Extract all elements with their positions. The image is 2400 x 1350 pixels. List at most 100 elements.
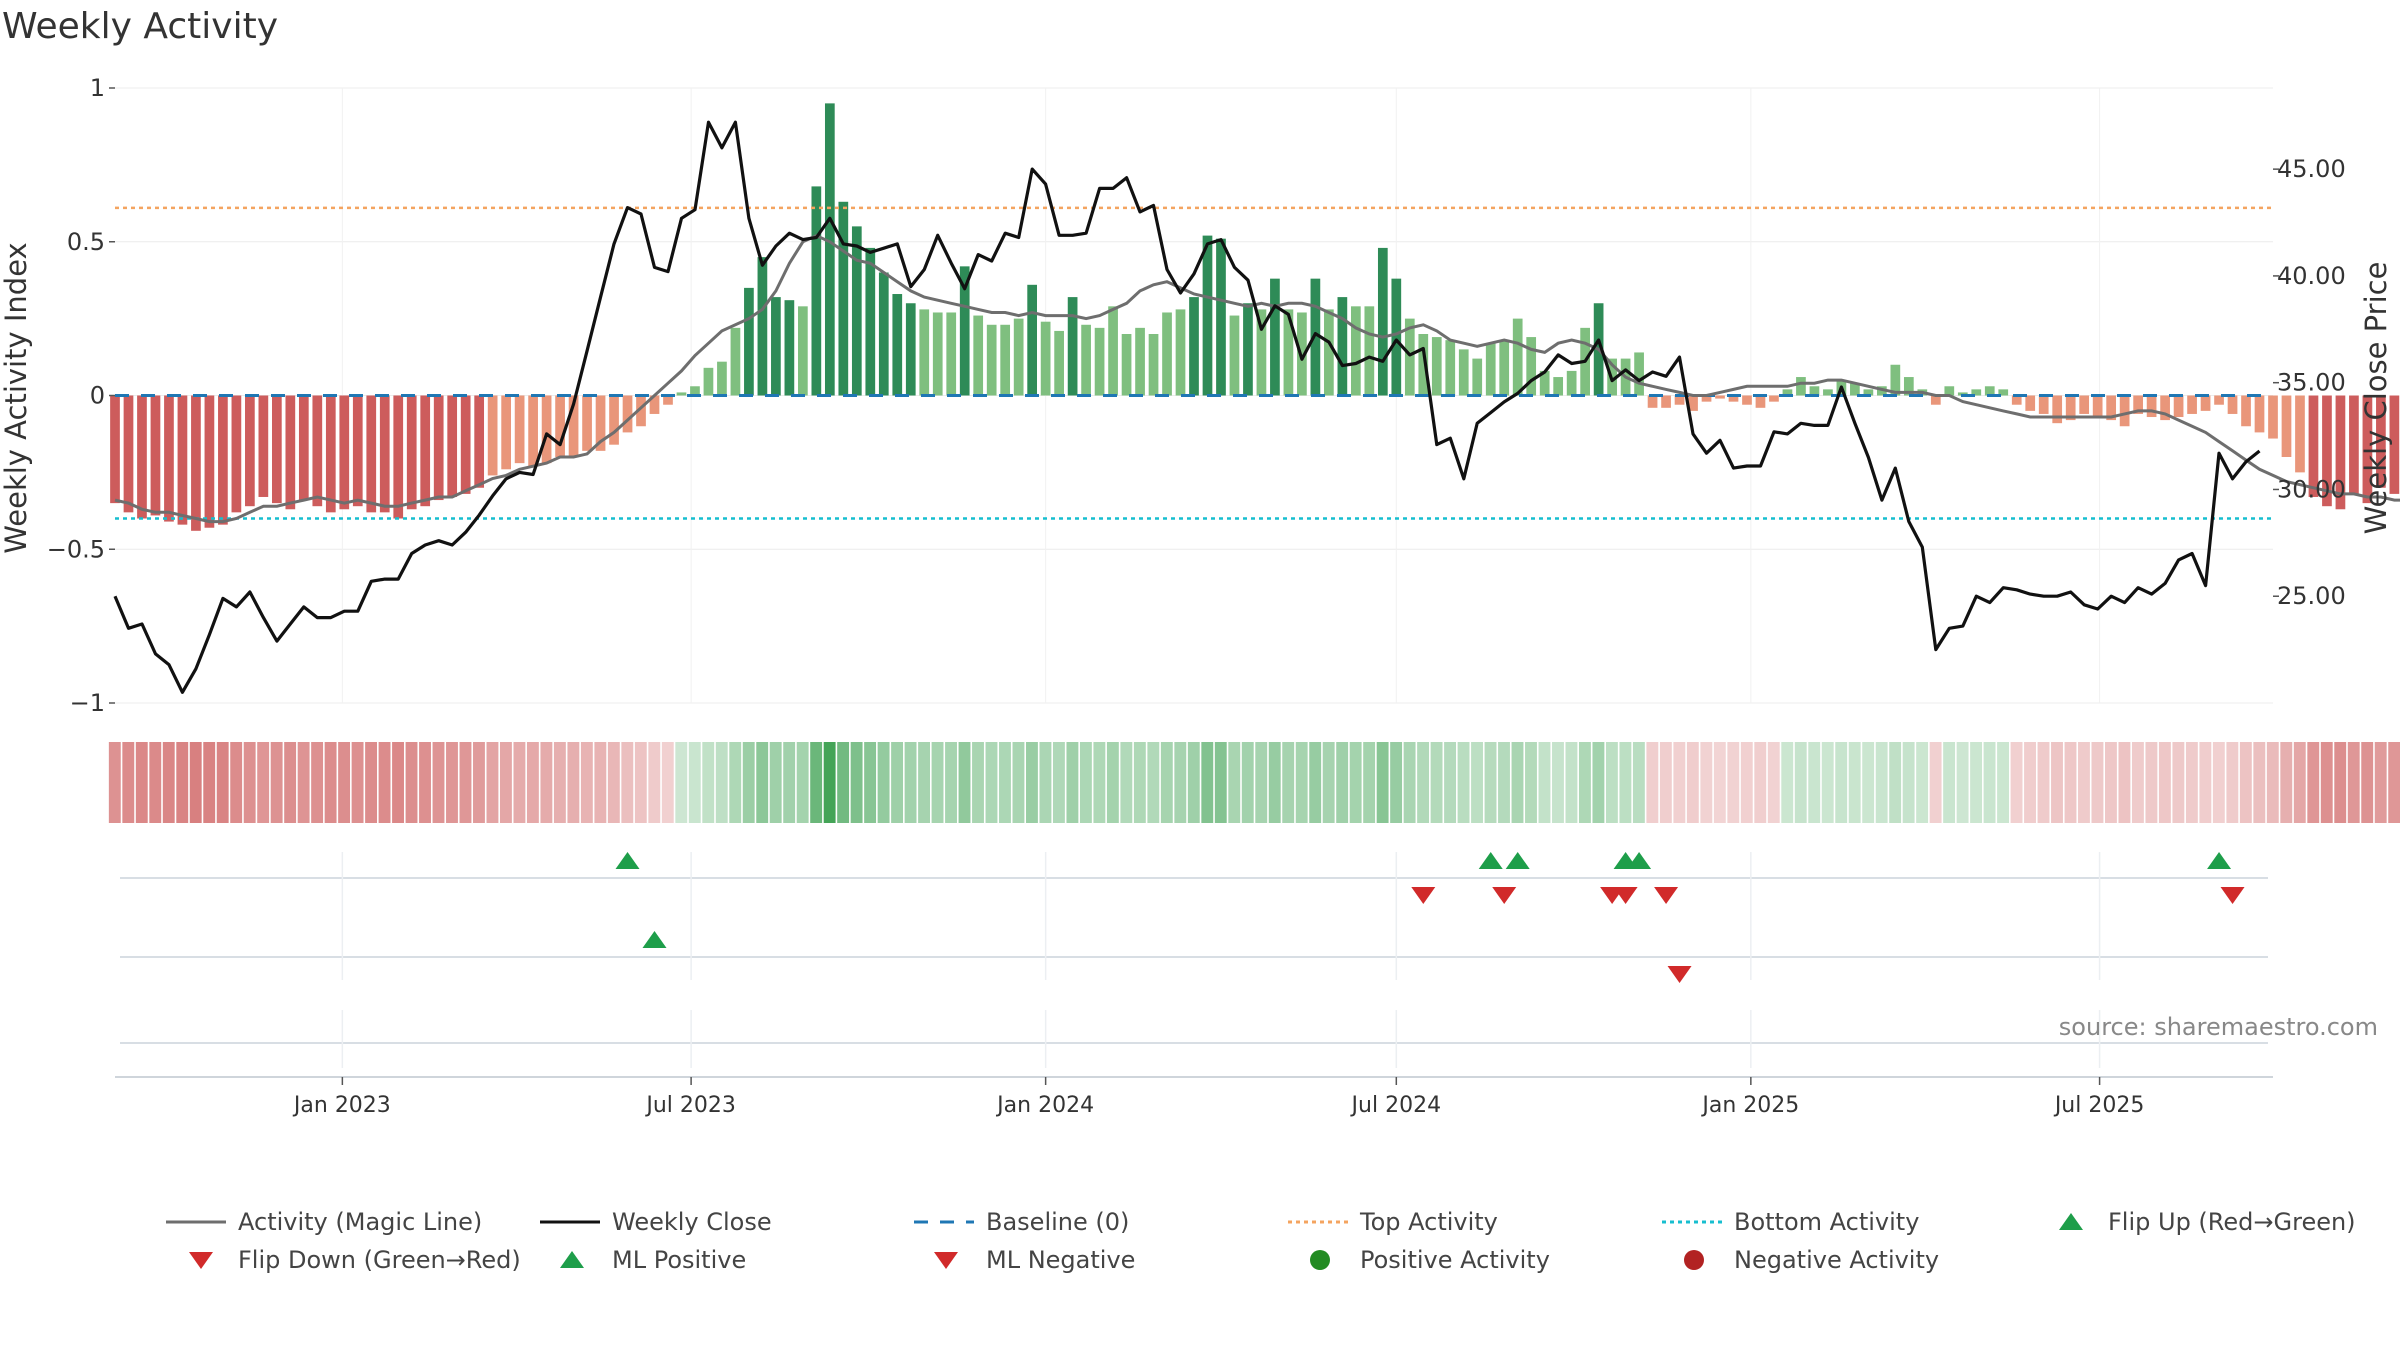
magic-line-swatch [166, 1220, 226, 1224]
activity-tile [1646, 742, 1659, 823]
activity-tile [1794, 742, 1807, 823]
activity-tile [675, 742, 688, 823]
activity-tile [1983, 742, 1996, 823]
activity-tile [2078, 742, 2090, 823]
activity-tile [1673, 742, 1686, 823]
flip-up-marker [1627, 852, 1652, 869]
activity-tile [135, 742, 148, 823]
activity-bar [447, 395, 458, 497]
activity-bar [2227, 395, 2238, 414]
activity-tile [1106, 742, 1119, 823]
activity-bar [1512, 318, 1523, 396]
x-tick-label: Jan 2023 [292, 1093, 391, 1118]
activity-tile [1754, 742, 1767, 823]
activity-tile [621, 742, 634, 823]
activity-tile [499, 742, 512, 823]
activity-tile [877, 742, 890, 823]
activity-bar [177, 395, 188, 525]
activity-tile [945, 742, 957, 823]
activity-bar [1391, 278, 1402, 396]
activity-bar [1526, 337, 1537, 396]
activity-bar [245, 395, 255, 507]
legend-label-flip-up: Flip Up (Red→Green) [2108, 1208, 2356, 1236]
activity-bar [744, 287, 754, 396]
flip-up-marker [2207, 852, 2232, 869]
activity-bar [1485, 343, 1496, 396]
activity-tile [2091, 742, 2104, 823]
activity-tile [486, 742, 499, 823]
activity-tile [1659, 742, 1672, 823]
activity-bar [946, 312, 957, 396]
activity-tile [1592, 742, 1605, 823]
activity-bar [1674, 395, 1685, 405]
activity-bar [2173, 395, 2184, 418]
activity-tile [1026, 742, 1038, 823]
activity-tile [958, 742, 971, 823]
activity-tile [796, 742, 809, 823]
negative-activity-dot-icon [1684, 1250, 1704, 1270]
activity-bar [1445, 340, 1456, 396]
activity-tile [1174, 742, 1187, 823]
legend-label-positive-activity: Positive Activity [1360, 1246, 1550, 1274]
flip-up-marker [1478, 852, 1503, 869]
activity-tile [2320, 742, 2333, 823]
activity-tile [446, 742, 458, 823]
flip-down-marker [1492, 887, 1517, 904]
activity-bar [1930, 395, 1941, 405]
activity-bar [1067, 297, 1078, 396]
activity-tile [122, 742, 135, 823]
ml-positive-triangle-icon [560, 1251, 584, 1268]
flip-down-triangle-icon [189, 1252, 213, 1269]
activity-bar [352, 395, 363, 507]
legend-label-negative-activity: Negative Activity [1734, 1246, 1940, 1274]
activity-bar [1701, 395, 1712, 402]
x-tick-label: Jan 2024 [995, 1093, 1094, 1118]
activity-bar [649, 395, 660, 414]
activity-tile [823, 742, 836, 823]
activity-tile [1889, 742, 1902, 823]
activity-bar [1782, 389, 1793, 396]
activity-tile [972, 742, 984, 823]
activity-tile [1430, 742, 1443, 823]
activity-bar [1310, 278, 1321, 396]
activity-tile [1916, 742, 1929, 823]
activity-bar [325, 395, 336, 513]
activity-bar [1418, 334, 1429, 396]
activity-bar [919, 309, 930, 396]
activity-bar [1040, 321, 1051, 396]
activity-bar [1000, 324, 1011, 396]
activity-tile [149, 742, 162, 823]
activity-bar [1863, 389, 1874, 396]
activity-bar [1162, 312, 1172, 396]
activity-bar [892, 294, 903, 396]
activity-bar [1809, 386, 1820, 396]
activity-tile [540, 742, 553, 823]
activity-tile [715, 742, 728, 823]
activity-bar [164, 395, 174, 522]
activity-tile [526, 742, 539, 823]
activity-bar [1229, 315, 1240, 396]
activity-bar [2389, 395, 2400, 494]
activity-tile [1498, 742, 1510, 823]
x-axis: Jan 2023 Jul 2023 Jan 2024 Jul 2024 Jan 2025… [115, 1076, 2273, 1118]
activity-bar [204, 395, 215, 528]
activity-tile [365, 742, 378, 823]
activity-bar [2349, 395, 2359, 494]
activity-bar [2160, 395, 2170, 421]
activity-bar [460, 395, 471, 494]
y2-axis-label: Weekly Close Price [2359, 262, 2393, 535]
activity-bar [2146, 395, 2157, 418]
activity-bar [555, 395, 565, 457]
activity-bar [2025, 395, 2036, 411]
activity-tile [1713, 742, 1726, 823]
activity-tile [742, 742, 755, 823]
activity-tile [2293, 742, 2306, 823]
activity-bar [1634, 352, 1644, 396]
activity-tile [473, 742, 485, 823]
activity-bar [474, 395, 485, 488]
activity-tile [2361, 742, 2374, 823]
activity-tile [594, 742, 607, 823]
activity-bar [690, 386, 700, 396]
activity-bar [231, 395, 242, 513]
activity-tile [1268, 742, 1281, 823]
